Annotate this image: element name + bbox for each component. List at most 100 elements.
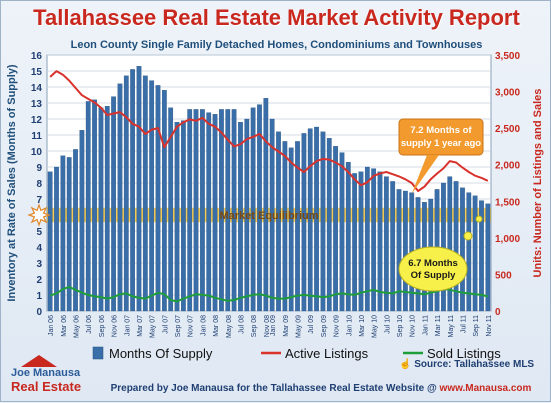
chart-title: Tallahassee Real Estate Market Activity … [33, 5, 520, 30]
bar-months-of-supply [161, 90, 167, 312]
y-tick-label-left: 0 [36, 307, 42, 318]
bar-months-of-supply [466, 192, 472, 312]
bar-months-of-supply [136, 66, 142, 312]
x-tick-label: Jan 10 [346, 315, 353, 336]
bar-months-of-supply [85, 101, 91, 312]
bar-months-of-supply [479, 200, 484, 312]
callout-bubble-dot [475, 215, 483, 223]
x-tick-label: Jan 08 [200, 315, 207, 336]
bar-months-of-supply [98, 107, 104, 312]
bar-months-of-supply [174, 122, 180, 312]
x-tick-label: Nov 08 [264, 315, 271, 337]
logo: Joe Manausa Real Estate [11, 353, 97, 397]
bar-months-of-supply [60, 155, 66, 312]
x-tick-label: Sep 09 [321, 315, 328, 337]
bar-months-of-supply [472, 195, 478, 312]
y-tick-label-left: 8 [36, 179, 42, 190]
bar-months-of-supply [377, 171, 383, 312]
callout-year-ago-text: supply 1 year ago [401, 138, 481, 149]
bar-months-of-supply [231, 109, 237, 312]
bar-months-of-supply [269, 118, 275, 312]
callout-current-supply-cloud [398, 246, 468, 292]
x-tick-label: Nov 07 [188, 315, 195, 337]
x-tick-label: Nov 11 [486, 315, 493, 337]
x-tick-label: Jan 09 [270, 315, 277, 336]
bar-months-of-supply [111, 96, 116, 312]
footer-credit: Prepared by Joe Manausa for the Tallahas… [101, 383, 541, 394]
callout-bubble-dot [463, 231, 473, 241]
legend-label: Months Of Supply [109, 346, 213, 361]
legend-label: Active Listings [285, 346, 369, 361]
footer-url[interactable]: www.Manausa.com [439, 383, 532, 394]
x-tick-label: May 11 [448, 315, 455, 338]
logo-line2: Real Estate [11, 379, 82, 394]
bar-months-of-supply [149, 80, 155, 312]
x-tick-label: Mar 07 [137, 315, 144, 337]
y-tick-label-right: 500 [495, 270, 512, 281]
y-tick-label-left: 13 [31, 99, 43, 110]
y-tick-label-left: 14 [31, 83, 43, 94]
bar-months-of-supply [453, 181, 459, 312]
bar-months-of-supply [219, 109, 224, 312]
bar-months-of-supply [142, 75, 148, 312]
logo-line1: Joe Manausa [11, 367, 81, 379]
x-tick-label: Mar 09 [283, 315, 290, 337]
x-tick-label: Sep 07 [175, 315, 182, 337]
x-tick-label: Jul 09 [308, 315, 315, 334]
bar-months-of-supply [54, 166, 59, 312]
x-tick-label: Jul 10 [384, 315, 391, 334]
bar-months-of-supply [295, 141, 300, 312]
bar-months-of-supply [250, 107, 256, 312]
x-tick-label: Sep 11 [473, 315, 480, 337]
y-axis-label-left: Inventory at Rate of Sales (Months of Su… [6, 64, 18, 301]
bar-months-of-supply [485, 203, 491, 312]
y-tick-label-right: 3,000 [495, 88, 520, 99]
x-tick-label: Sep 08 [251, 315, 258, 337]
bar-months-of-supply [288, 147, 294, 312]
y-tick-label-left: 12 [31, 115, 43, 126]
bar-months-of-supply [187, 109, 193, 312]
y-tick-label-right: 1,500 [495, 197, 520, 208]
bar-months-of-supply [314, 126, 319, 312]
bar-months-of-supply [326, 138, 332, 312]
x-tick-label: May 09 [296, 315, 303, 338]
bar-months-of-supply [104, 106, 110, 312]
bar-months-of-supply [282, 141, 288, 312]
x-tick-label: Sep 06 [99, 315, 106, 337]
x-tick-label: Jul 06 [86, 315, 93, 334]
x-tick-label: May 08 [226, 315, 233, 338]
bar-months-of-supply [345, 162, 351, 312]
y-tick-label-right: 2,000 [495, 161, 520, 172]
bar-months-of-supply [320, 131, 326, 312]
bar-months-of-supply [383, 176, 389, 312]
house-icon [21, 355, 57, 367]
x-tick-label: Mar 08 [213, 315, 220, 337]
bar-months-of-supply [117, 83, 123, 312]
y-tick-label-right: 1,000 [495, 234, 520, 245]
bar-months-of-supply [73, 149, 78, 312]
y-tick-label-right: 3,500 [495, 51, 520, 62]
y-axis-label-right: Units: Number of Listings and Sales [532, 89, 544, 278]
source-text: Source: Tallahassee MLS [414, 359, 535, 370]
bar-months-of-supply [301, 133, 307, 312]
bar-months-of-supply [66, 157, 72, 312]
bar-months-of-supply [206, 112, 212, 312]
bar-months-of-supply [155, 85, 161, 312]
source-note: ☝ Source: Tallahassee MLS [399, 359, 534, 370]
x-tick-label: Mar 10 [359, 315, 366, 337]
bar-months-of-supply [181, 120, 186, 312]
y-tick-label-left: 15 [31, 67, 43, 78]
callout-year-ago-box [398, 118, 484, 156]
bar-months-of-supply [193, 109, 199, 312]
x-tick-label: Nov 06 [112, 315, 119, 337]
bar-months-of-supply [130, 69, 135, 312]
legend-label: Sold Listings [427, 346, 501, 361]
bar-months-of-supply [333, 146, 338, 312]
x-tick-label: Mar 11 [435, 315, 442, 336]
bar-months-of-supply [339, 152, 345, 312]
equilibrium-label: Market Equilibrium [219, 210, 318, 222]
x-tick-label: Jan 07 [124, 315, 131, 336]
bar-months-of-supply [276, 131, 281, 312]
bar-months-of-supply [371, 168, 377, 312]
